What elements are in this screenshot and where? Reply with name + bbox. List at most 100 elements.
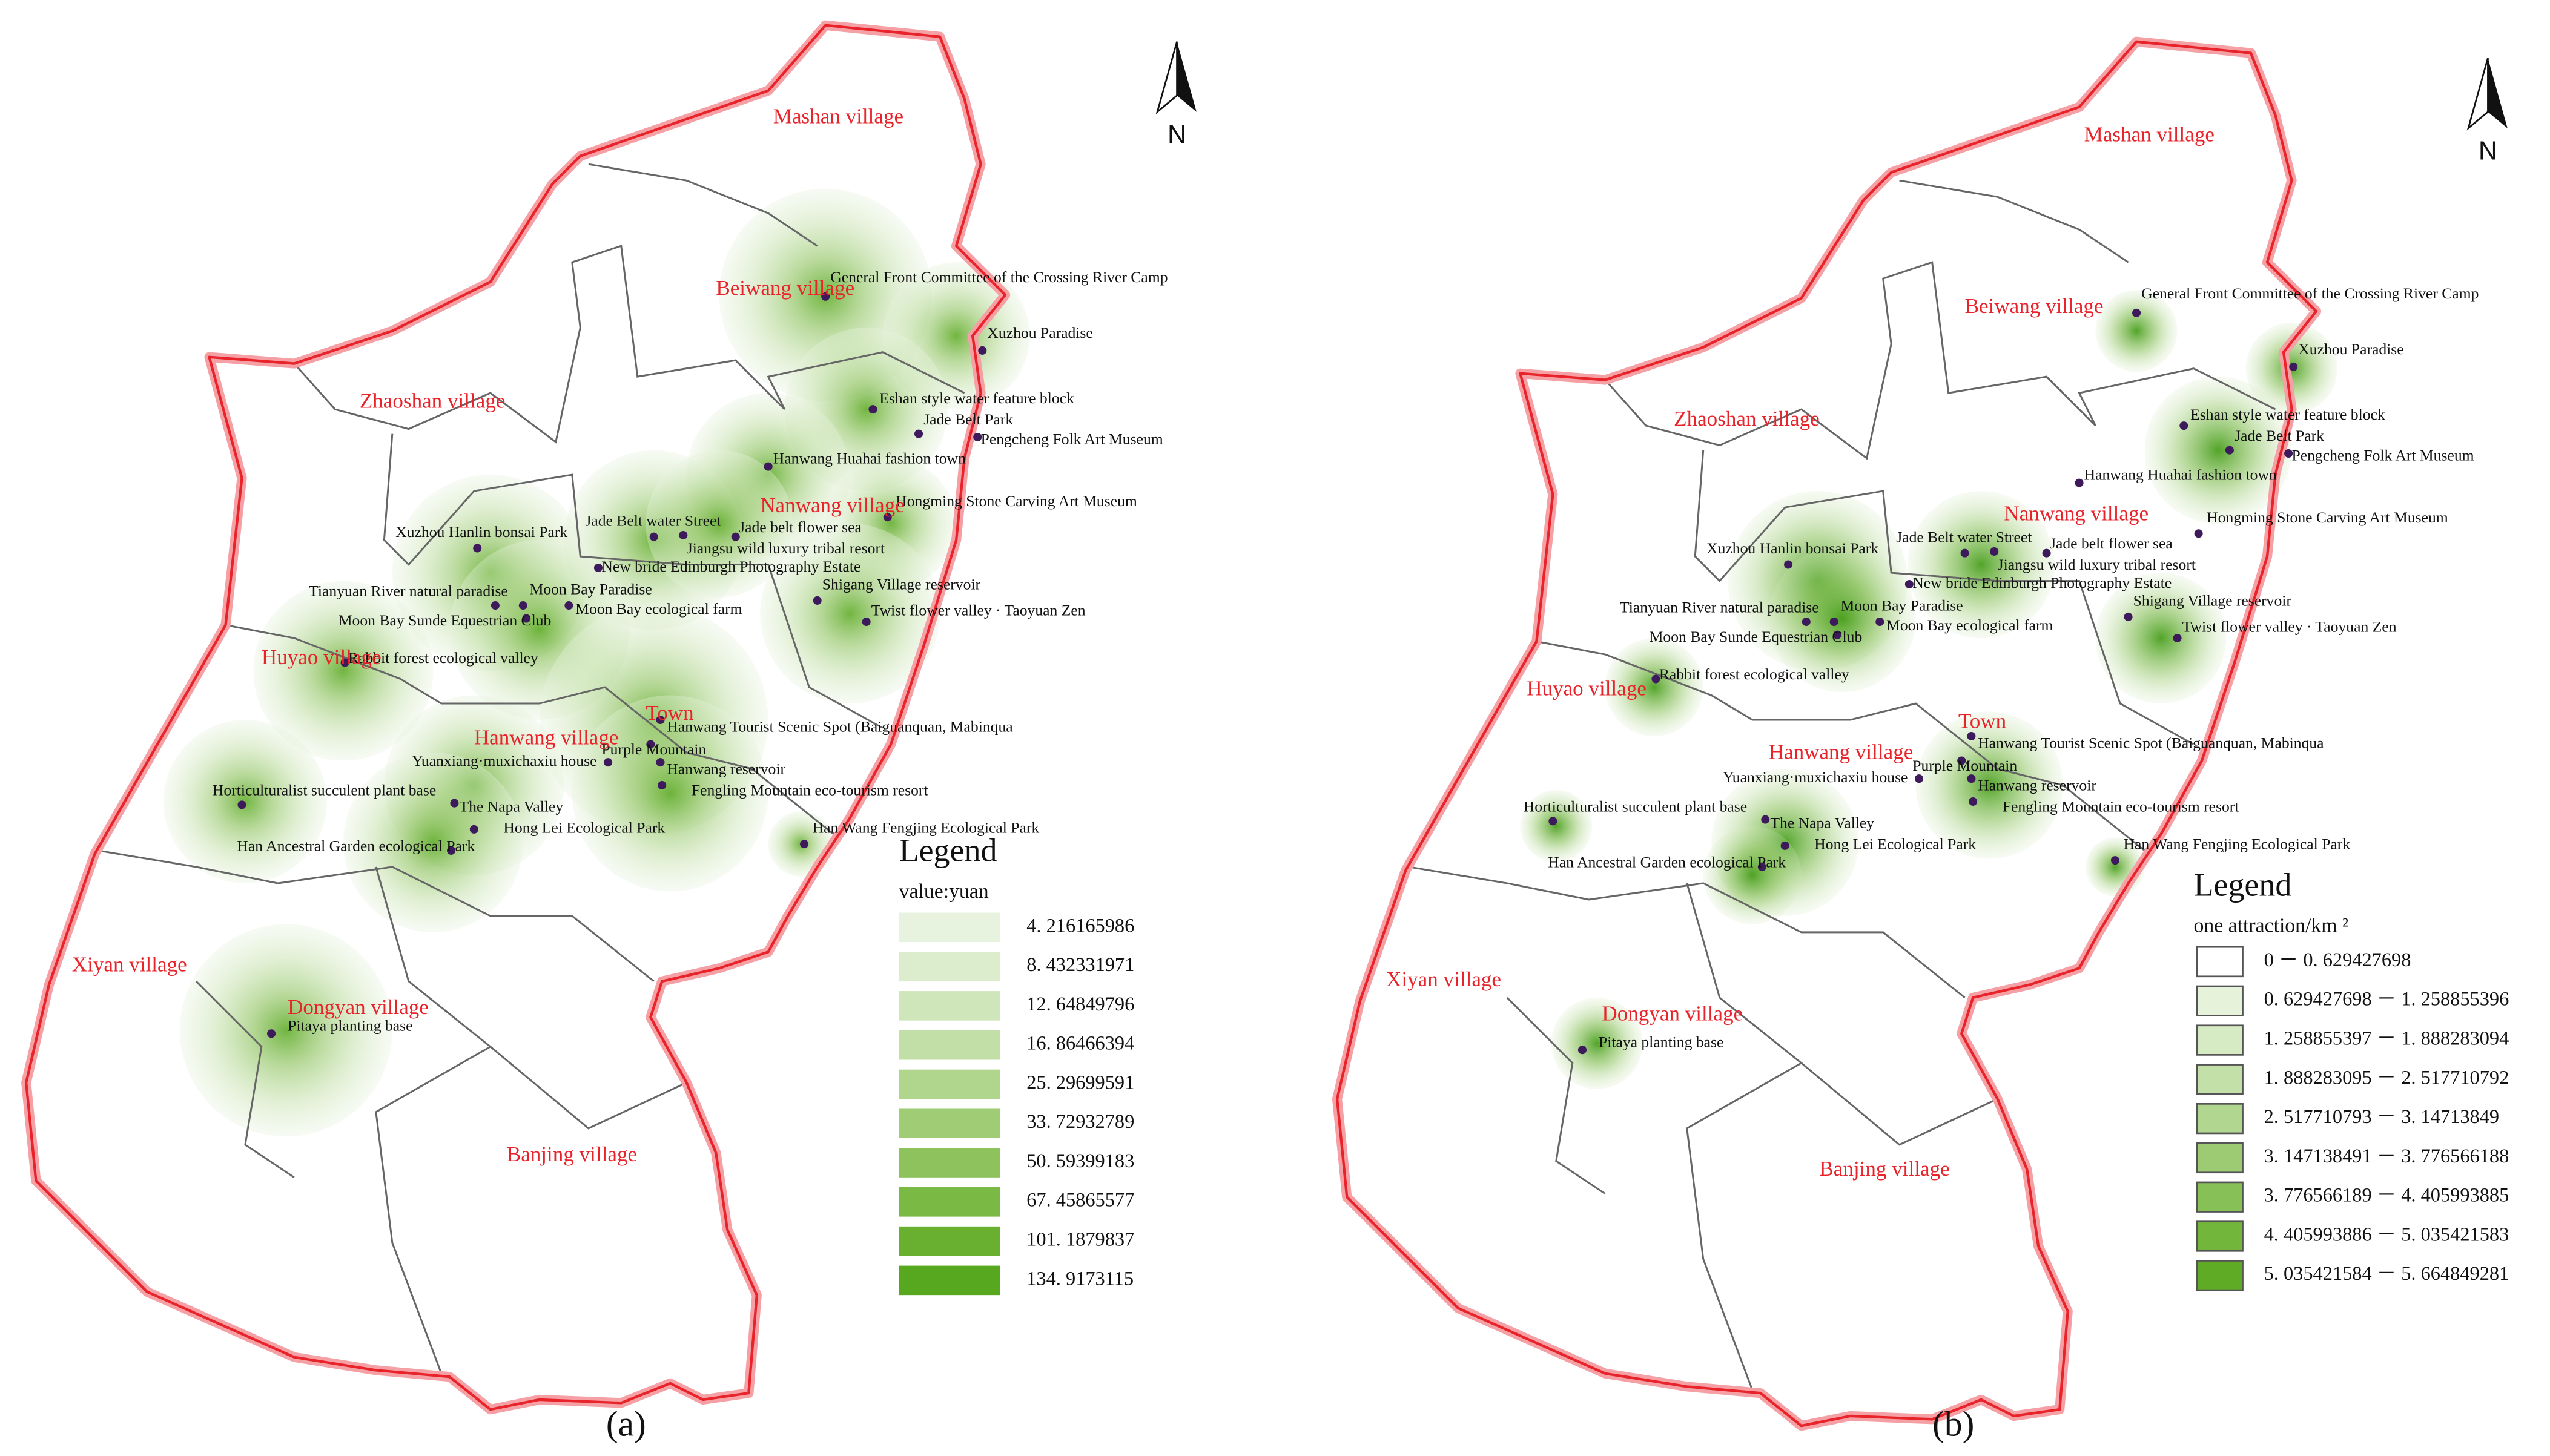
legend-swatch xyxy=(899,952,1001,981)
village-label: Mashan village xyxy=(2084,122,2215,146)
attraction-point xyxy=(1577,1046,1587,1055)
legend-item-label: 8. 432331971 xyxy=(1026,954,1134,976)
attraction-label: Xuzhou Hanlin bonsai Park xyxy=(395,523,567,541)
density-area xyxy=(1703,826,1802,924)
density-area xyxy=(1605,638,1703,736)
attraction-point xyxy=(267,1029,276,1038)
map-panel: General Front Committee of the Crossing … xyxy=(26,25,1197,1443)
attraction-label: Shigang Village reservoir xyxy=(2133,592,2292,610)
density-area xyxy=(760,524,940,704)
legend-item-label: 5. 035421584 － 5. 664849281 xyxy=(2264,1263,2509,1285)
attraction-label: Moon Bay ecological farm xyxy=(575,600,742,618)
legend-swatch xyxy=(899,1226,1001,1256)
legend-item-label: 0 － 0. 629427698 xyxy=(2264,949,2411,971)
legend-item-label: 3. 776566189 － 4. 405993885 xyxy=(2264,1185,2509,1207)
village-label: Hanwang village xyxy=(474,725,619,749)
attraction-label: Xuzhou Paradise xyxy=(987,324,1092,341)
village-label: Mashan village xyxy=(773,105,903,128)
legend-item-label: 0. 629427698 － 1. 258855396 xyxy=(2264,989,2509,1010)
attraction-label: Jiangsu wild luxury tribal resort xyxy=(1998,556,2196,573)
village-label: Nanwang village xyxy=(2004,502,2149,525)
village-label: Town xyxy=(1958,709,2007,733)
attraction-label: Hanwang Huahai fashion town xyxy=(773,450,966,467)
attraction-label: Hanwang reservoir xyxy=(1978,777,2096,794)
legend-swatch xyxy=(2196,1064,2244,1095)
attraction-point xyxy=(978,346,987,355)
attraction-label: Xuzhou Paradise xyxy=(2298,340,2403,358)
attraction-point xyxy=(2289,362,2298,371)
attraction-point xyxy=(656,715,665,725)
legend-swatch xyxy=(899,1030,1001,1060)
attraction-point xyxy=(473,544,482,553)
caption: (a) xyxy=(606,1403,646,1443)
density-area xyxy=(646,450,793,598)
attraction-point xyxy=(1904,579,1914,588)
attraction-label: Han Wang Fengjing Ecological Park xyxy=(2123,835,2350,853)
north-arrow xyxy=(1155,41,1178,114)
panels: General Front Committee of the Crossing … xyxy=(26,25,2509,1443)
legend-item-label: 2. 517710793 － 3. 14713849 xyxy=(2264,1106,2500,1128)
village-label: Huyao village xyxy=(262,645,382,669)
attraction-point xyxy=(2042,548,2051,558)
legend-swatch xyxy=(2196,1103,2244,1135)
attraction-point xyxy=(862,618,871,627)
attraction-point xyxy=(1651,674,1660,684)
attraction-label: Hanwang reservoir xyxy=(667,760,785,778)
village-label: Town xyxy=(646,701,694,725)
attraction-point xyxy=(1548,817,1557,826)
attraction-label: General Front Committee of the Crossing … xyxy=(2141,285,2479,302)
legend-item-label: 4. 405993886 － 5. 035421583 xyxy=(2264,1224,2509,1245)
density-area xyxy=(1551,997,1643,1090)
attraction-point xyxy=(564,601,573,610)
attraction-label: Purple Mountain xyxy=(601,740,706,758)
attraction-point xyxy=(1875,618,1884,627)
attraction-point xyxy=(522,614,531,623)
attraction-label: Twist flower valley · Taoyuan Zen xyxy=(2182,618,2397,636)
attraction-label: Pengcheng Folk Art Museum xyxy=(981,430,1163,447)
attraction-point xyxy=(1960,548,1969,558)
attraction-label: Jade belt flower sea xyxy=(2050,535,2173,552)
attraction-label: Moon Bay Sunde Equestrian Club xyxy=(1650,628,1863,645)
north-label: N xyxy=(1168,120,1186,150)
legend-title: Legend xyxy=(899,832,997,869)
attraction-label: Tianyuan River natural paradise xyxy=(309,582,508,599)
legend-swatch xyxy=(2196,1142,2244,1174)
attraction-label: Moon Bay Paradise xyxy=(1840,597,1963,614)
attraction-point xyxy=(1833,630,1842,639)
attraction-point xyxy=(800,840,809,849)
attraction-point xyxy=(1802,618,1811,627)
attraction-point xyxy=(2225,446,2234,455)
attraction-point xyxy=(1969,797,1978,806)
village-label: Huyao village xyxy=(1527,676,1647,700)
attraction-label: Eshan style water feature block xyxy=(879,389,1074,407)
legend-swatch xyxy=(2196,1024,2244,1056)
attraction-point xyxy=(883,513,892,522)
village-label: Beiwang village xyxy=(716,276,854,300)
density-area xyxy=(1768,545,1916,693)
legend-item-label: 1. 888283095 － 2. 517710792 xyxy=(2264,1067,2509,1089)
attraction-label: Jade belt flower sea xyxy=(739,518,862,536)
density-area xyxy=(2095,290,2178,372)
legend-swatch xyxy=(2196,1220,2244,1252)
attraction-label: The Napa Valley xyxy=(460,798,564,815)
attraction-point xyxy=(868,405,877,414)
village-label: Hanwang village xyxy=(1769,740,1914,764)
attraction-label: Han Wang Fengjing Ecological Park xyxy=(813,819,1040,837)
attraction-label: Tianyuan River natural paradise xyxy=(1620,598,1819,616)
attraction-label: Pitaya planting base xyxy=(288,1016,412,1034)
attraction-label: Han Ancestral Garden ecological Park xyxy=(237,837,475,854)
attraction-label: Rabbit forest ecological valley xyxy=(1659,665,1849,683)
density-area xyxy=(179,924,392,1137)
attraction-point xyxy=(604,758,613,767)
north-arrow xyxy=(2488,58,2508,128)
legend-item-label: 16. 86466394 xyxy=(1026,1033,1134,1055)
attraction-label: Shigang Village reservoir xyxy=(822,576,981,593)
legend-unit: value:yuan xyxy=(899,880,989,903)
attraction-point xyxy=(2173,634,2182,643)
attraction-point xyxy=(649,532,658,541)
attraction-point xyxy=(518,601,527,610)
north-label: N xyxy=(2479,137,2497,166)
legend-item-label: 12. 64849796 xyxy=(1026,993,1134,1015)
